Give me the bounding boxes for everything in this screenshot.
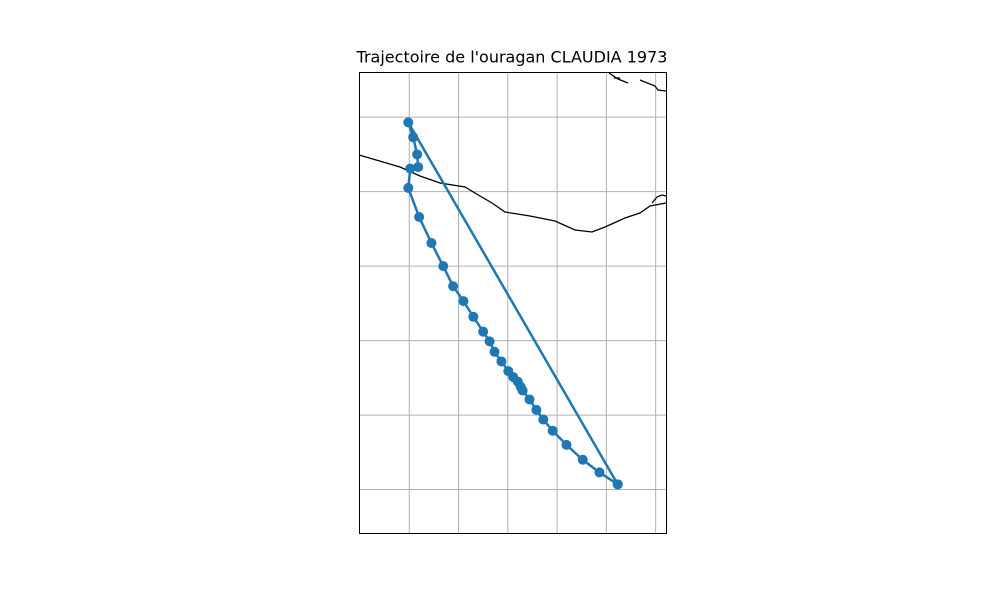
track-point bbox=[403, 182, 414, 193]
coastline bbox=[358, 72, 667, 233]
track-point bbox=[458, 296, 469, 307]
track-point bbox=[478, 326, 489, 337]
track-point bbox=[577, 454, 588, 465]
chart-title: Trajectoire de l'ouragan CLAUDIA 1973 bbox=[356, 48, 668, 67]
track-point bbox=[561, 439, 572, 450]
track-point bbox=[496, 356, 507, 367]
track-point bbox=[547, 425, 558, 436]
track-point bbox=[489, 346, 500, 357]
track-point bbox=[408, 132, 419, 143]
track-point bbox=[405, 163, 416, 174]
track-point bbox=[594, 467, 605, 478]
track-point bbox=[414, 211, 425, 222]
track-line bbox=[407, 121, 619, 486]
track-point bbox=[538, 414, 549, 425]
track-point bbox=[612, 479, 623, 490]
track-point bbox=[448, 281, 459, 292]
coast bbox=[358, 154, 667, 233]
coast bbox=[651, 194, 667, 204]
track-point bbox=[524, 394, 535, 405]
track-point bbox=[468, 311, 479, 322]
plot-frame bbox=[359, 72, 667, 534]
track-point bbox=[412, 149, 423, 160]
track-point bbox=[438, 261, 449, 272]
track-point bbox=[403, 117, 414, 128]
track-point bbox=[413, 162, 424, 173]
track-point bbox=[426, 238, 437, 249]
track-point bbox=[531, 404, 542, 415]
coast bbox=[608, 72, 667, 92]
track-point bbox=[517, 385, 528, 396]
track-point bbox=[484, 336, 495, 347]
